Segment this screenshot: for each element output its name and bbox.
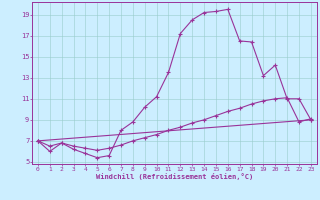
X-axis label: Windchill (Refroidissement éolien,°C): Windchill (Refroidissement éolien,°C) bbox=[96, 173, 253, 180]
